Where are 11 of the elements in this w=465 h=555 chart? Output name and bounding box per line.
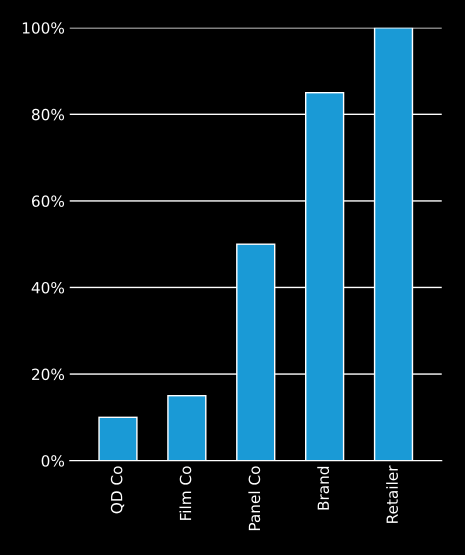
- y-tick-label: 80%: [32, 108, 64, 120]
- y-tick-label: 40%: [32, 282, 64, 294]
- y-tick-label: 60%: [32, 195, 64, 207]
- y-tick-label: 0%: [42, 455, 64, 467]
- x-tick-label: Retailer: [386, 466, 398, 523]
- x-tick-label: Film Co: [179, 466, 192, 520]
- x-tick-label: QD Co: [110, 466, 124, 514]
- x-tick-label: Panel Co: [248, 466, 260, 530]
- y-tick-label: 100%: [22, 22, 64, 34]
- x-tick-label: Brand: [317, 466, 330, 510]
- y-tick-label: 20%: [32, 368, 64, 380]
